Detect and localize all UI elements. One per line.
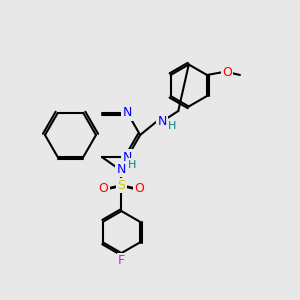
Text: H: H bbox=[168, 121, 176, 131]
Text: O: O bbox=[98, 182, 108, 195]
Text: N: N bbox=[123, 151, 132, 164]
Text: N: N bbox=[117, 163, 126, 176]
Text: H: H bbox=[128, 160, 136, 170]
Text: F: F bbox=[118, 254, 125, 267]
Text: O: O bbox=[134, 182, 144, 195]
Text: N: N bbox=[123, 106, 132, 119]
Text: N: N bbox=[158, 115, 167, 128]
Text: S: S bbox=[117, 179, 125, 192]
Text: O: O bbox=[222, 65, 232, 79]
